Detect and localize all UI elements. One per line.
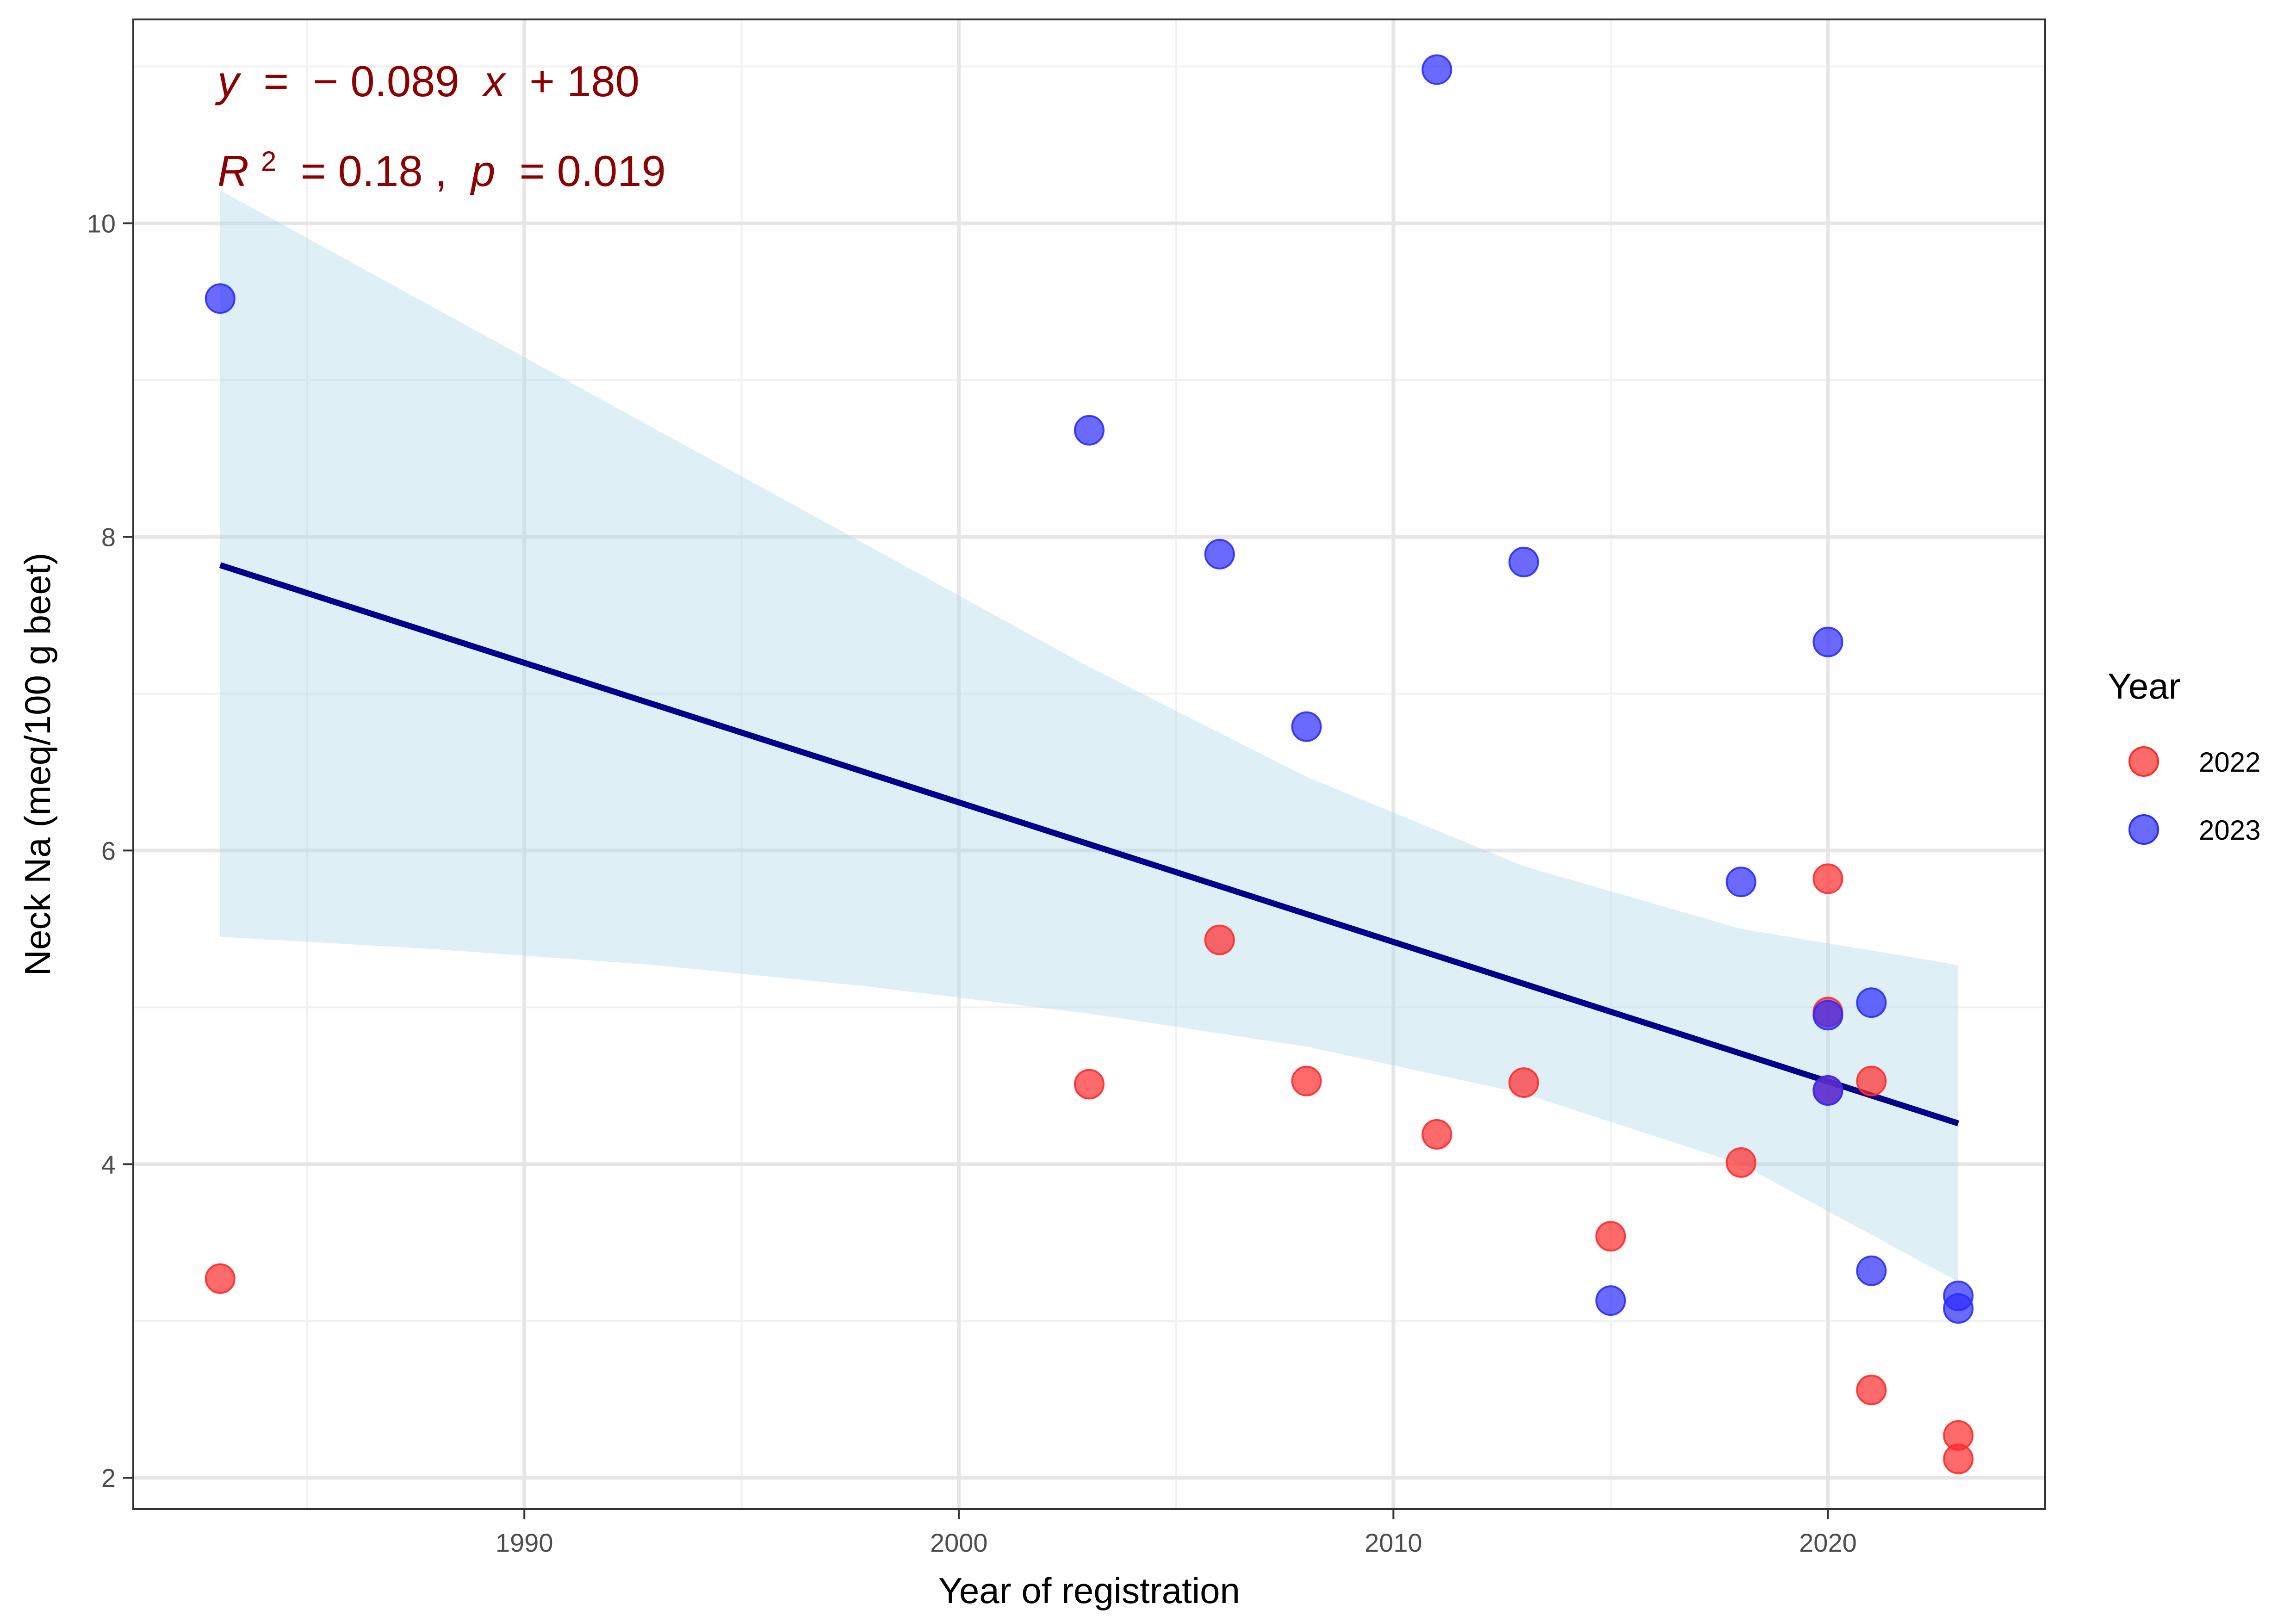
y-tick-label-4: 4 bbox=[101, 1150, 116, 1179]
stats-r-symbol: R bbox=[217, 147, 249, 195]
y-tick-label-2: 2 bbox=[101, 1463, 116, 1492]
equation-coefficient: 0.089 bbox=[350, 57, 471, 105]
point-2022-2 bbox=[1204, 924, 1235, 955]
point-2023-6 bbox=[1595, 1285, 1626, 1316]
stats-r-superscript: 2 bbox=[261, 146, 276, 177]
point-2023-14 bbox=[1943, 1293, 1974, 1324]
plot-panel bbox=[133, 19, 2045, 1509]
point-2022-5 bbox=[1508, 1067, 1539, 1098]
x-axis-title: Year of registration bbox=[938, 1570, 1240, 1611]
point-2022-0 bbox=[205, 1263, 236, 1294]
point-2023-1 bbox=[1074, 415, 1105, 446]
x-tick-label-2020: 2020 bbox=[1799, 1528, 1857, 1557]
y-tick-label-10: 10 bbox=[87, 209, 116, 238]
point-2023-4 bbox=[1421, 54, 1452, 85]
point-2022-1 bbox=[1074, 1069, 1105, 1100]
point-2023-11 bbox=[1856, 987, 1887, 1018]
point-2022-3 bbox=[1291, 1065, 1322, 1096]
equation-intercept: + 180 bbox=[517, 57, 639, 105]
point-2023-8 bbox=[1812, 626, 1843, 657]
y-axis-ticks: 2 4 6 8 10 bbox=[87, 209, 133, 1492]
stats-p-symbol: p bbox=[470, 147, 495, 195]
y-tick-label-6: 6 bbox=[101, 836, 116, 865]
x-tick-label-1990: 1990 bbox=[496, 1528, 553, 1557]
point-2023-5 bbox=[1508, 546, 1539, 577]
x-axis-ticks: 1990 2000 2010 2020 bbox=[496, 1509, 1857, 1557]
legend: Year 2022 2023 bbox=[2108, 666, 2260, 846]
legend-label-2022: 2022 bbox=[2199, 747, 2260, 778]
plot-border bbox=[132, 19, 2046, 1510]
equation-x-symbol: x bbox=[482, 57, 507, 105]
y-axis-title: Neck Na (meq/100 g beet) bbox=[17, 553, 58, 976]
x-tick-label-2010: 2010 bbox=[1365, 1528, 1422, 1557]
regression-equation: y = − 0.089 x + 180 bbox=[215, 57, 639, 105]
y-tick-label-8: 8 bbox=[101, 523, 116, 552]
regression-line bbox=[219, 562, 1960, 1127]
point-2022-11 bbox=[1856, 1065, 1887, 1096]
stats-r-value: = 0.18 , bbox=[289, 147, 459, 195]
legend-key-2023 bbox=[2128, 814, 2159, 845]
point-2023-7 bbox=[1725, 867, 1756, 898]
stats-p-value: = 0.019 bbox=[507, 147, 665, 195]
legend-title: Year bbox=[2108, 666, 2181, 706]
x-tick-label-2000: 2000 bbox=[930, 1528, 988, 1557]
point-2023-2 bbox=[1204, 539, 1235, 570]
point-2023-12 bbox=[1856, 1255, 1887, 1286]
point-2023-9 bbox=[1812, 1000, 1843, 1031]
legend-key-2022 bbox=[2128, 746, 2159, 777]
point-2022-4 bbox=[1421, 1119, 1452, 1150]
equation-minus: − bbox=[313, 57, 338, 105]
point-2022-7 bbox=[1725, 1147, 1756, 1178]
point-2023-0 bbox=[205, 283, 236, 314]
data-points bbox=[205, 54, 1974, 1474]
confidence-band bbox=[220, 190, 1959, 1282]
equation-equals: = bbox=[251, 57, 301, 105]
point-2022-6 bbox=[1595, 1221, 1626, 1252]
point-2023-10 bbox=[1812, 1075, 1843, 1106]
point-2022-8 bbox=[1812, 863, 1843, 894]
point-2022-12 bbox=[1856, 1375, 1887, 1405]
regression-stats: R 2 = 0.18 , p = 0.019 bbox=[217, 146, 666, 196]
equation-y-symbol: y bbox=[215, 57, 242, 105]
legend-label-2023: 2023 bbox=[2199, 815, 2260, 846]
annotations: y = − 0.089 x + 180 R 2 = 0.18 , p = 0.0… bbox=[215, 57, 666, 195]
point-2023-3 bbox=[1291, 711, 1322, 742]
point-2022-14 bbox=[1943, 1443, 1974, 1474]
